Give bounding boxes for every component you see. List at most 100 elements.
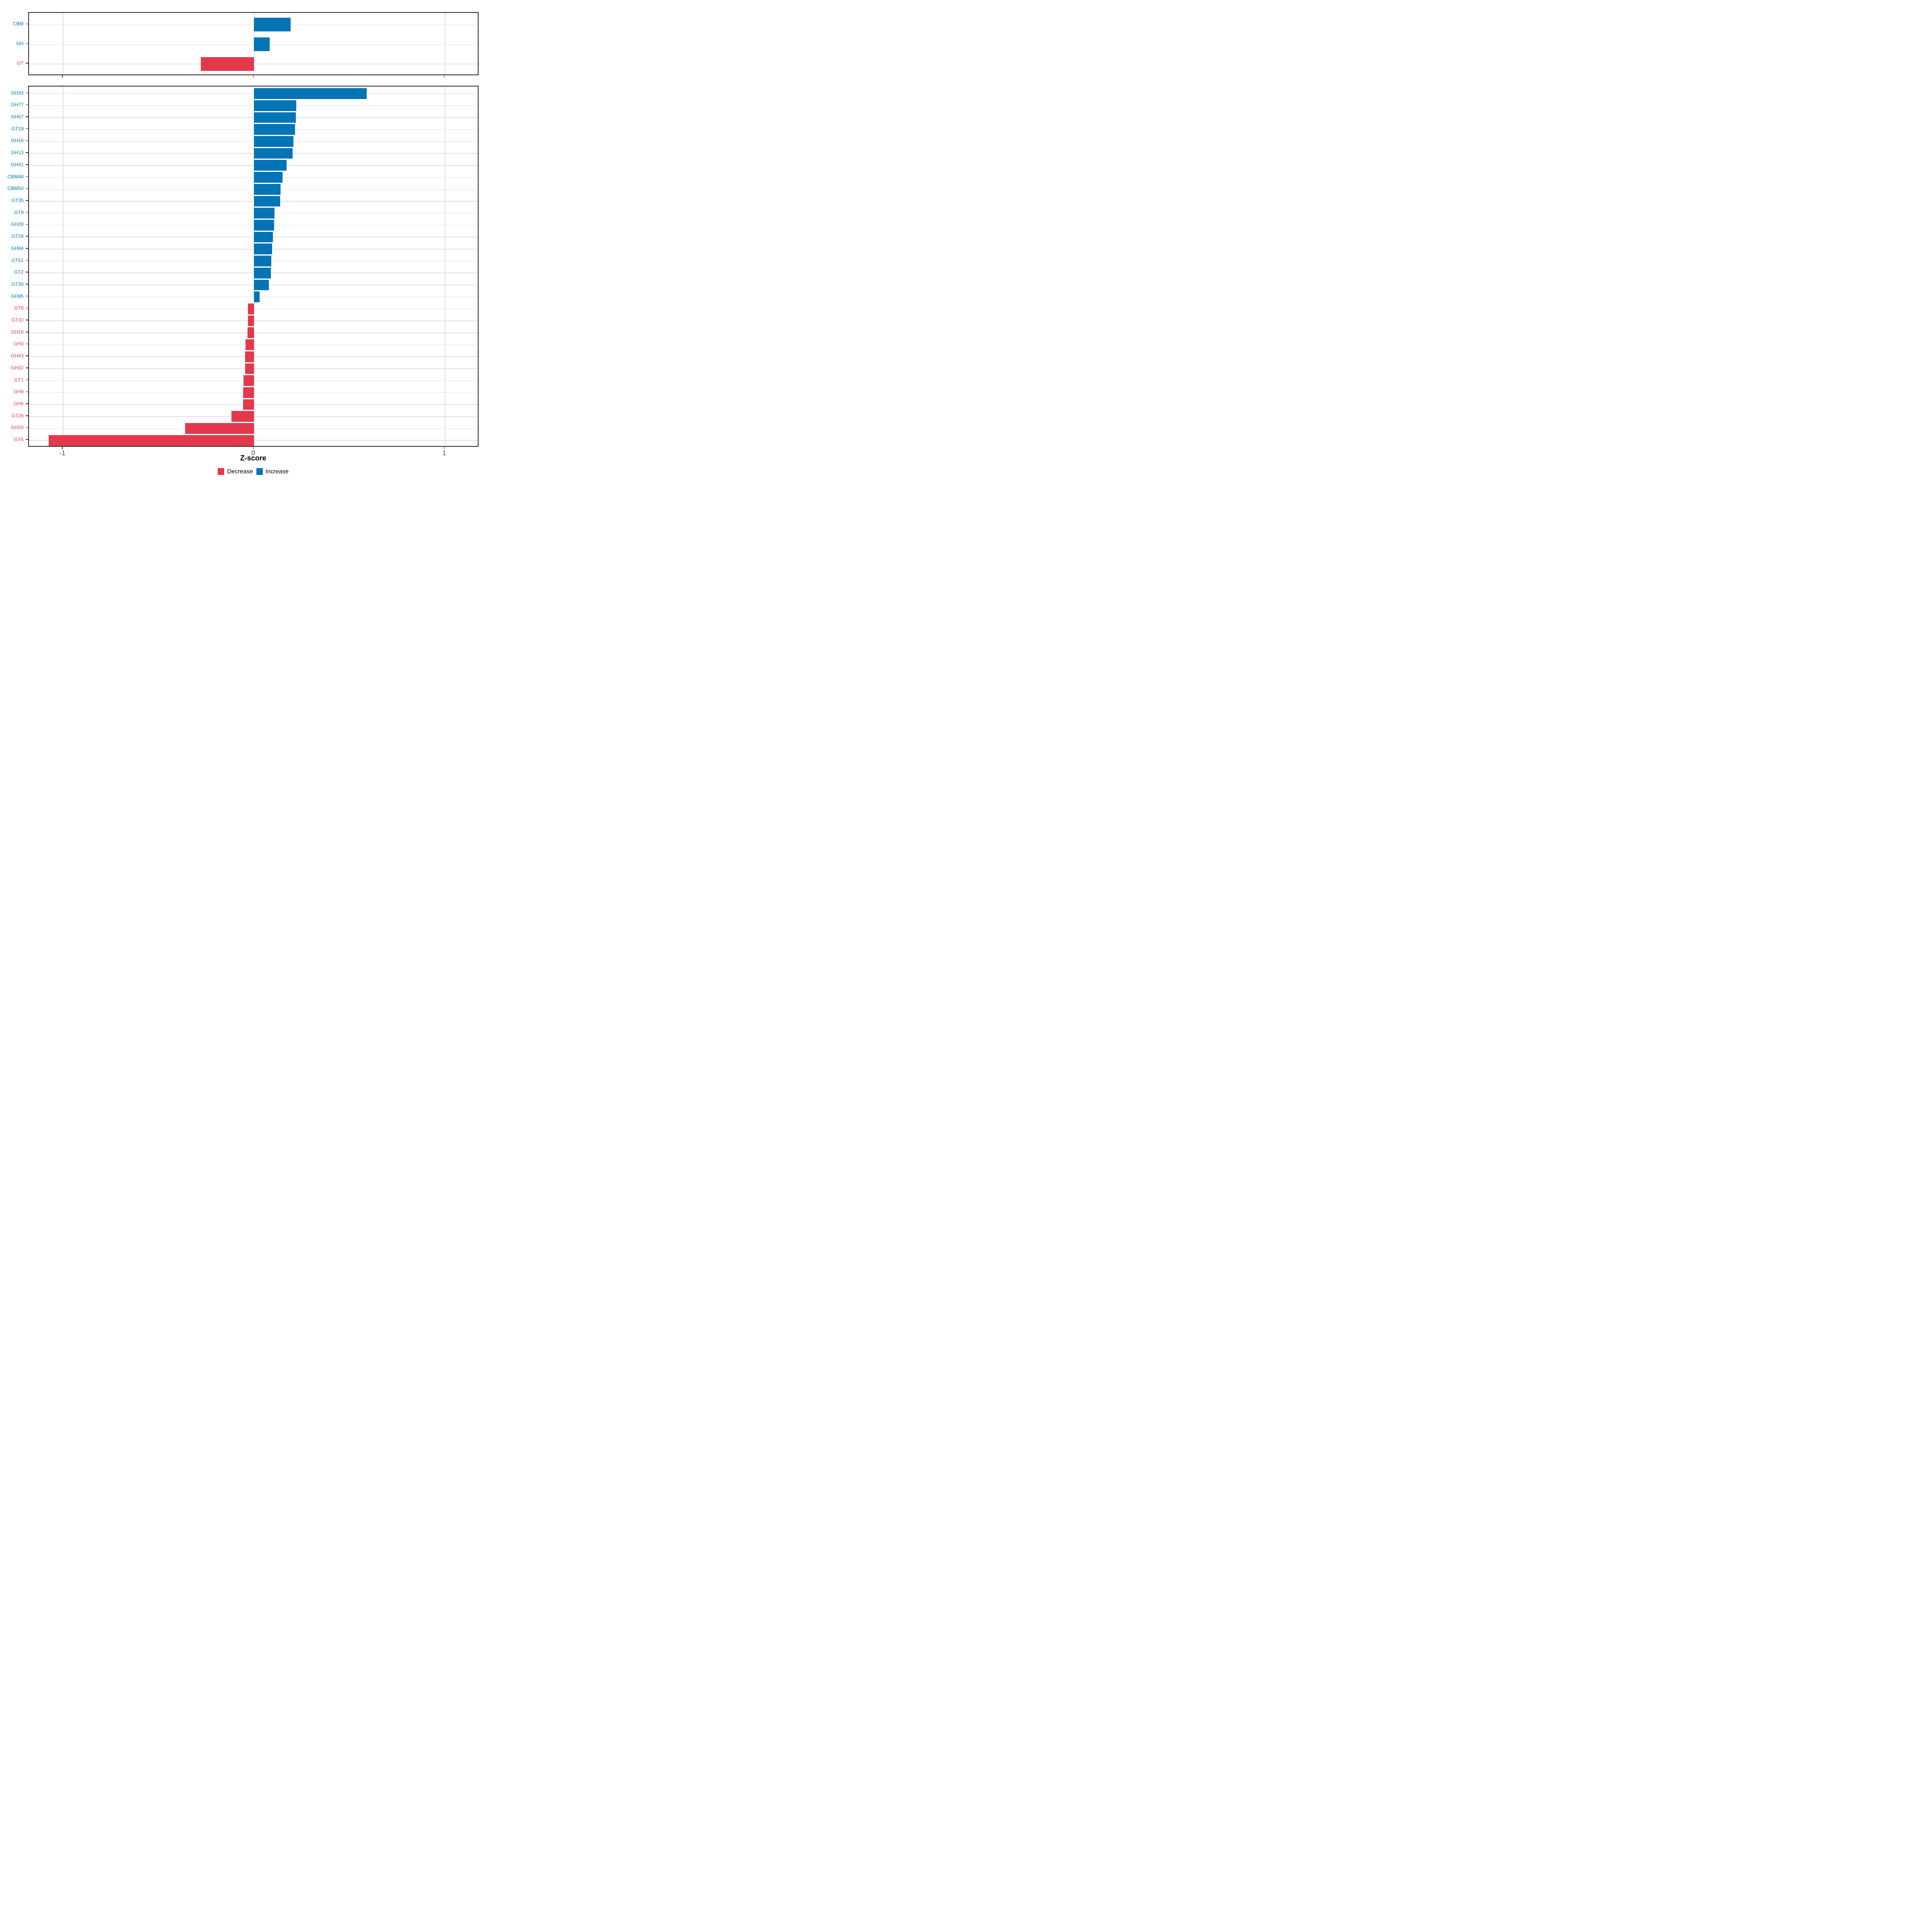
y-axis-tick-mark [25, 308, 28, 309]
y-axis-tick-mark [25, 439, 28, 440]
y-axis-label: GT8 [14, 305, 24, 311]
y-axis-label: GT28 [11, 233, 24, 239]
y-axis-label: GT10 [11, 317, 24, 323]
y-axis-label: GH84 [11, 245, 24, 251]
gridline-horizontal [29, 129, 478, 130]
bar [254, 196, 281, 207]
y-axis-tick-mark [25, 355, 28, 356]
bar [254, 136, 294, 147]
bar [201, 57, 254, 71]
y-axis-tick-mark [25, 140, 28, 141]
y-axis-tick-mark [25, 367, 28, 368]
x-axis-tick-mark [62, 447, 63, 449]
y-axis-label: GH5 [13, 401, 24, 407]
y-axis-tick-mark [25, 415, 28, 416]
y-axis-tick-mark [25, 23, 28, 25]
y-axis-label: GT4 [14, 437, 24, 443]
x-axis-tick-label: 1 [442, 449, 446, 457]
bar [245, 351, 254, 362]
y-axis-label: GT9 [14, 209, 24, 215]
gridline-vertical [444, 13, 446, 74]
bar [254, 231, 273, 243]
bar [254, 256, 271, 266]
y-axis-tick-mark [25, 224, 28, 225]
bar [248, 303, 254, 314]
y-axis-label: GH43 [11, 353, 24, 359]
x-axis-title: Z-score [240, 454, 266, 462]
gridline-horizontal [29, 141, 478, 142]
x-axis-tick-mark [444, 75, 445, 78]
y-axis-label: GH [16, 41, 24, 47]
y-axis-tick-mark [25, 403, 28, 404]
y-axis-label: GH18 [11, 329, 24, 335]
x-axis-tick-mark [253, 75, 254, 78]
gridline-horizontal [29, 189, 478, 190]
legend-item: Increase [256, 468, 289, 475]
x-axis-tick-label: 0 [251, 449, 255, 457]
gridline-horizontal [29, 225, 478, 226]
bar [185, 423, 254, 434]
gridline-vertical [444, 86, 446, 446]
y-axis-label: GT35 [11, 197, 24, 203]
legend: Decrease Increase [28, 468, 479, 475]
families-panel [28, 85, 479, 447]
bar [245, 339, 254, 350]
y-axis-tick-mark [25, 188, 28, 189]
legend-label: Increase [265, 468, 289, 475]
y-axis-tick-mark [25, 116, 28, 117]
bar [243, 387, 254, 398]
y-axis-label: GH32 [11, 365, 24, 371]
y-axis-label: GH57 [11, 114, 24, 120]
y-axis-label: GH33 [11, 90, 24, 96]
bar [254, 18, 291, 32]
bar [254, 37, 270, 52]
y-axis-label: GH13 [11, 150, 24, 156]
x-axis-tick-mark [253, 447, 254, 449]
legend-label: Decrease [227, 468, 253, 475]
y-axis-tick-mark [25, 343, 28, 345]
y-axis-tick-mark [25, 164, 28, 165]
y-axis-label: GT1 [14, 377, 24, 383]
gridline-horizontal [29, 213, 478, 214]
y-axis-tick-mark [25, 152, 28, 153]
y-axis-tick-mark [25, 284, 28, 285]
y-axis-tick-mark [25, 212, 28, 213]
y-axis-label: CBM50 [7, 186, 24, 192]
y-axis-tick-mark [25, 236, 28, 237]
gridline-horizontal [29, 44, 478, 45]
y-axis-label: GH3 [13, 341, 24, 347]
x-axis-tick-mark [444, 447, 445, 449]
y-axis-tick-mark [25, 43, 28, 44]
y-axis-tick-mark [25, 427, 28, 428]
y-axis-tick-mark [25, 295, 28, 297]
gridline-horizontal [29, 93, 478, 94]
y-axis-tick-mark [25, 176, 28, 177]
y-axis-label: CBM48 [7, 173, 24, 180]
y-axis-label: GT30 [11, 281, 24, 287]
legend-swatch-increase [256, 468, 263, 475]
gridline-horizontal [29, 272, 478, 273]
legend-item: Decrease [218, 468, 253, 475]
y-axis-tick-mark [25, 63, 28, 64]
y-axis-tick-mark [25, 200, 28, 201]
bar [254, 88, 367, 99]
y-axis-label: GH29 [11, 221, 24, 227]
gridline-vertical [62, 13, 64, 74]
gridline-horizontal [29, 153, 478, 154]
y-axis-label: GT [17, 60, 24, 66]
y-axis-tick-mark [25, 260, 28, 261]
gridline-horizontal [29, 201, 478, 202]
gridline-horizontal [29, 177, 478, 178]
y-axis-label: GH31 [11, 161, 24, 167]
y-axis-label: CBM [12, 21, 24, 27]
figure: CBM GH GT GH33 GH77 GH57 GT19 GH16 GH13 GH31 CBM48… [0, 0, 483, 483]
bar [245, 363, 254, 374]
y-axis-label: GT51 [11, 257, 24, 263]
y-axis-tick-mark [25, 128, 28, 129]
bar [231, 411, 254, 422]
bar [254, 112, 296, 123]
gridline-horizontal [29, 249, 478, 250]
gridline-vertical [62, 86, 64, 446]
bar [254, 279, 269, 291]
summary-panel [28, 12, 479, 75]
